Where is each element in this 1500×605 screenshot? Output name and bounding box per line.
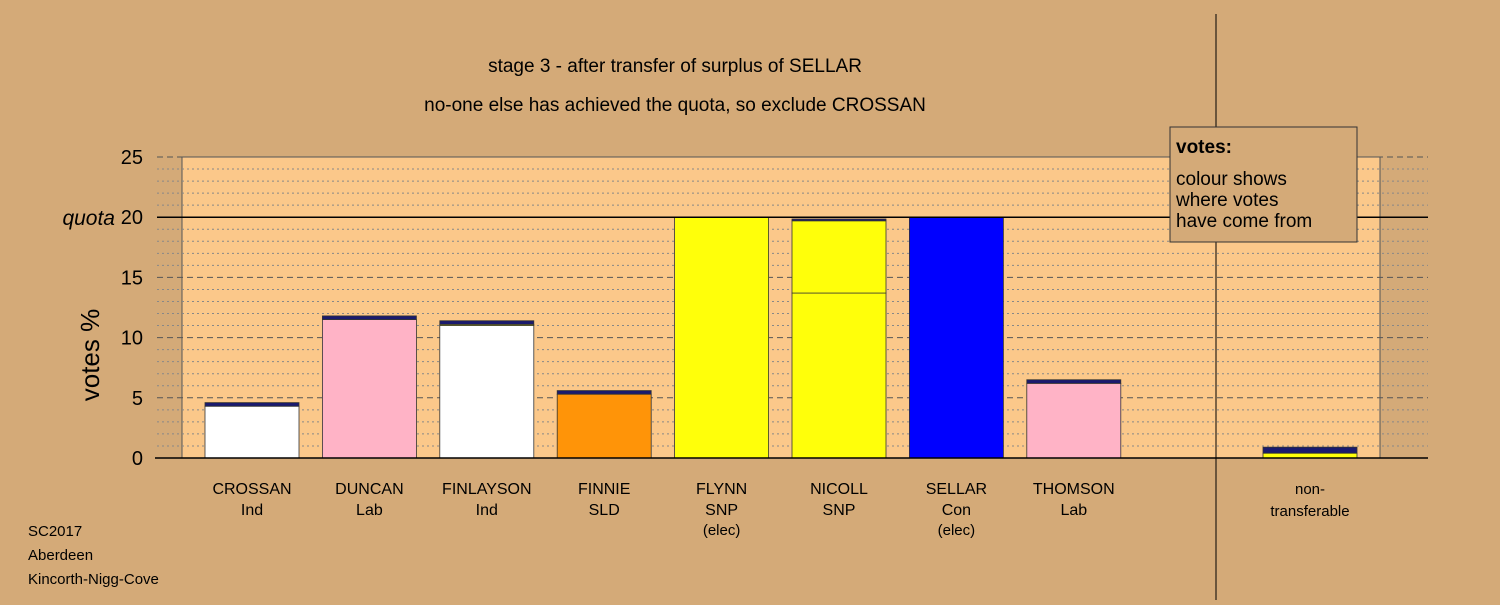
candidate-name-label: SELLAR: [926, 481, 987, 498]
y-tick-label: 0: [132, 448, 143, 470]
bar-segment-thomson-lab: [1026, 382, 1122, 459]
candidate-party-label: Ind: [476, 502, 498, 519]
candidate-party-label: SLD: [589, 502, 620, 519]
bar-segment-duncan-transfer: [321, 315, 417, 320]
candidate-elected-label: (elec): [938, 522, 976, 539]
candidate-party-label: SNP: [823, 502, 856, 519]
bar-segment-nicoll-snp: [791, 292, 887, 459]
candidate-party-label: Ind: [241, 502, 263, 519]
candidate-party-label: Lab: [356, 502, 383, 519]
bar-segment-sellar-con: [909, 216, 1004, 459]
legend-line: have come from: [1176, 211, 1312, 232]
bar-segment-nicoll-snp: [791, 220, 887, 294]
legend-title: votes:: [1176, 137, 1232, 158]
footer-election: SC2017: [28, 523, 82, 540]
candidate-name-label: FINNIE: [578, 481, 630, 498]
bar-segment-thomson-transfer: [1026, 379, 1122, 384]
nontransferable-label: transferable: [1270, 503, 1349, 520]
y-tick-label: 20: [121, 207, 143, 229]
y-tick-label: 15: [121, 267, 143, 289]
candidate-name-label: DUNCAN: [335, 481, 403, 498]
bar-segment-nontransferable-transfer: [1262, 446, 1358, 454]
candidate-elected-label: (elec): [703, 522, 741, 539]
bar-segment-finlayson-ind: [439, 325, 535, 459]
legend-box: votes: colour shows where votes have com…: [1169, 126, 1358, 243]
y-tick-label: 5: [132, 388, 143, 410]
candidate-name-label: FLYNN: [696, 481, 747, 498]
legend-line: colour shows: [1176, 169, 1287, 190]
legend-line: where votes: [1175, 190, 1278, 211]
candidate-name-label: FINLAYSON: [442, 481, 532, 498]
candidate-name-label: THOMSON: [1033, 481, 1115, 498]
bar-segment-flynn-snp: [674, 216, 769, 459]
y-tick-label: 25: [121, 147, 143, 169]
bar-segment-duncan-lab: [321, 319, 417, 459]
y-axis-label: votes %: [75, 309, 105, 402]
y-tick-label: 10: [121, 328, 143, 350]
bar-segment-crossan-ind: [204, 405, 300, 459]
quota-label: quota: [62, 207, 115, 230]
candidate-party-label: Lab: [1060, 502, 1087, 519]
candidate-name-label: NICOLL: [810, 481, 868, 498]
chart-subtitle: no-one else has achieved the quota, so e…: [424, 95, 926, 116]
bar-segment-finnie-sld: [556, 393, 652, 459]
bar-segment-crossan-transfer: [204, 402, 300, 407]
candidate-party-label: SNP: [705, 502, 738, 519]
bar-segment-nicoll-transfer: [791, 218, 887, 222]
chart-title: stage 3 - after transfer of surplus of S…: [488, 56, 862, 77]
bar-segment-finlayson-transfer: [439, 320, 535, 325]
footer-council: Aberdeen: [28, 547, 93, 564]
bar-segment-finnie-transfer: [556, 390, 652, 395]
candidate-name-label: CROSSAN: [212, 481, 291, 498]
footer-ward: Kincorth-Nigg-Cove: [28, 571, 159, 588]
candidate-party-label: Con: [942, 502, 971, 519]
nontransferable-label: non-: [1295, 481, 1325, 498]
